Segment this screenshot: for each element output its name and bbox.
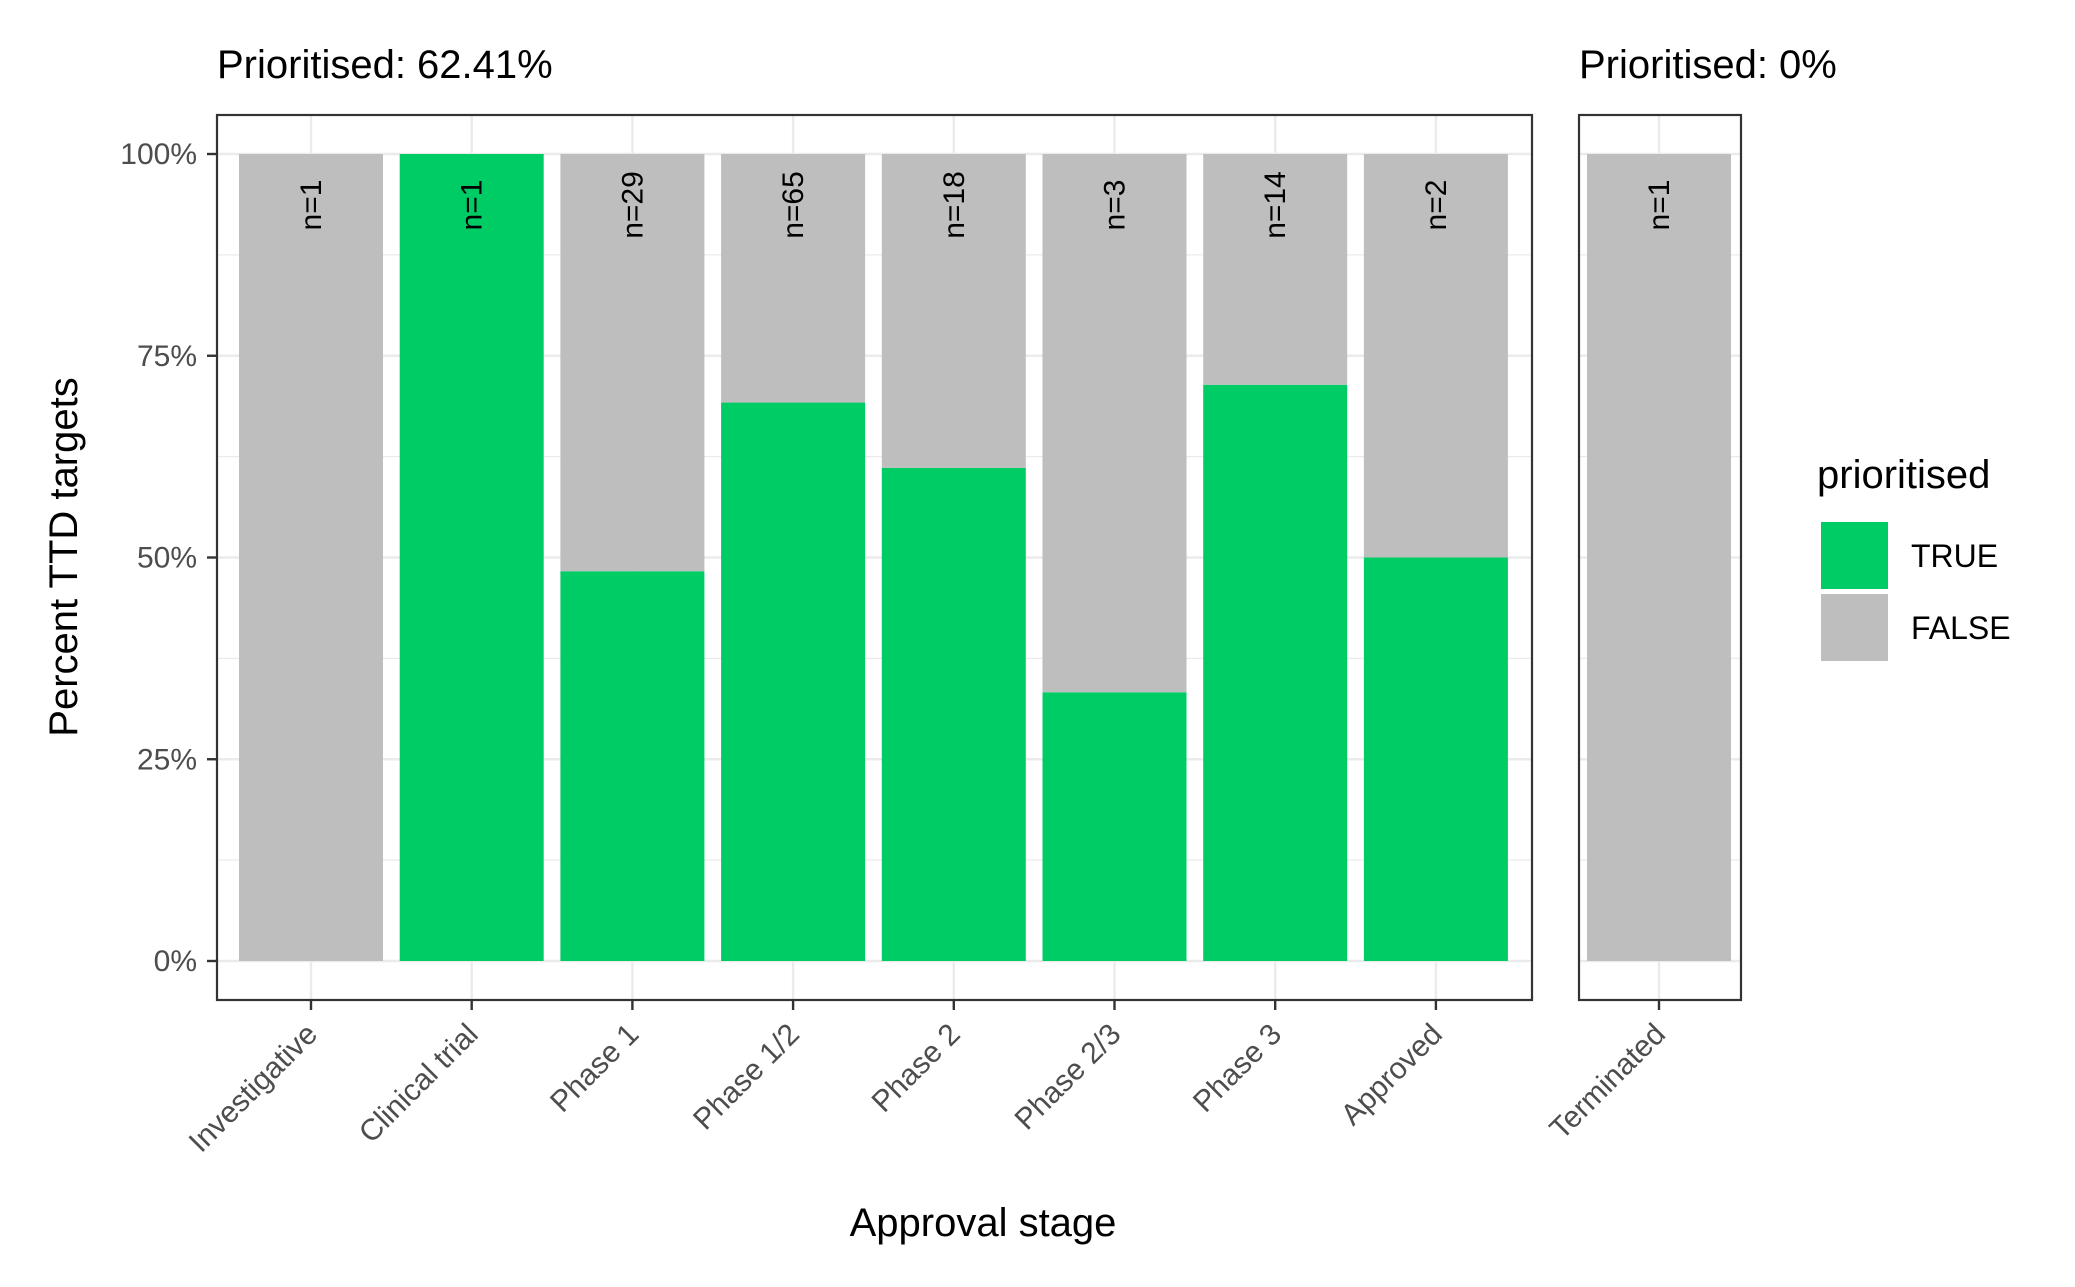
- y-axis-title: Percent TTD targets: [42, 377, 86, 736]
- legend-key-true: [1821, 522, 1888, 589]
- bar-false-3: [721, 154, 866, 403]
- n-label-0: n=1: [1643, 180, 1676, 231]
- x-tick-label: Terminated: [1544, 1018, 1672, 1146]
- n-label-3: n=65: [777, 171, 810, 239]
- n-label-6: n=14: [1259, 171, 1292, 239]
- bar-true-1: [399, 154, 544, 961]
- bar-true-2: [560, 571, 705, 961]
- x-axis-title: Approval stage: [850, 1201, 1117, 1245]
- n-label-7: n=2: [1420, 180, 1453, 231]
- bar-true-6: [1203, 384, 1348, 961]
- bar-true-4: [881, 467, 1026, 961]
- y-tick-label: 50%: [137, 542, 197, 575]
- x-tick-label: Phase 2: [866, 1018, 967, 1119]
- bar-true-7: [1363, 557, 1508, 961]
- legend-title: prioritised: [1817, 453, 1990, 497]
- n-label-2: n=29: [616, 171, 649, 239]
- legend-key-false: [1821, 594, 1888, 661]
- n-label-5: n=3: [1099, 180, 1132, 231]
- bar-false-0: [1587, 154, 1731, 961]
- n-label-1: n=1: [456, 180, 489, 231]
- y-tick-label: 25%: [137, 743, 197, 776]
- bar-true-3: [721, 402, 866, 961]
- x-tick-label: Clinical trial: [353, 1018, 485, 1150]
- x-tick-label: Phase 2/3: [1009, 1018, 1128, 1137]
- n-label-4: n=18: [938, 171, 971, 239]
- bar-true-5: [1042, 692, 1187, 961]
- y-tick-label: 75%: [137, 340, 197, 373]
- x-tick-label: Phase 1/2: [687, 1018, 806, 1137]
- y-tick-label: 0%: [154, 945, 197, 978]
- legend-label-true: TRUE: [1911, 538, 1998, 574]
- bar-false-6: [1203, 154, 1348, 385]
- bar-false-2: [560, 154, 705, 572]
- bar-false-4: [881, 154, 1026, 468]
- panel-border: [1577, 113, 1743, 1002]
- x-tick-label: Approved: [1335, 1018, 1449, 1132]
- x-tick-label: Investigative: [183, 1018, 324, 1159]
- facet-title: Prioritised: 0%: [1579, 43, 1837, 87]
- facet-title: Prioritised: 62.41%: [217, 43, 553, 87]
- y-tick-label: 100%: [120, 138, 197, 171]
- n-label-0: n=1: [295, 180, 328, 231]
- x-tick-label: Phase 1: [544, 1018, 645, 1119]
- legend-label-false: FALSE: [1911, 610, 2011, 646]
- bar-false-0: [239, 154, 383, 961]
- x-tick-label: Phase 3: [1187, 1018, 1288, 1119]
- bar-false-7: [1363, 154, 1508, 558]
- bar-false-5: [1042, 154, 1187, 693]
